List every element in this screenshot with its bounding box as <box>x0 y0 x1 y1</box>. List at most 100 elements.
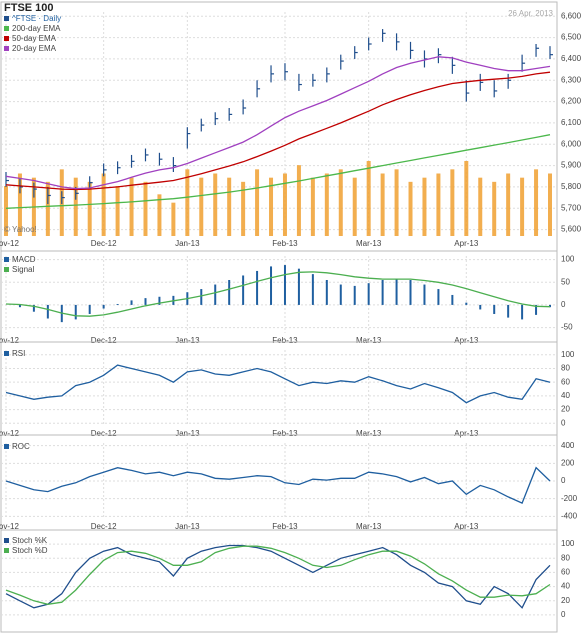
legend-swatch <box>4 548 9 553</box>
x-tick-label: Nov-12 <box>0 522 19 531</box>
volume-bar <box>185 169 190 236</box>
y-tick-label: -200 <box>561 494 578 503</box>
y-tick-label: 60 <box>561 377 570 386</box>
legend-swatch <box>4 351 9 356</box>
y-tick-label: 100 <box>561 539 575 548</box>
x-tick-label: Mar-13 <box>356 239 382 248</box>
legend-swatch <box>4 267 9 272</box>
volume-bar <box>45 181 50 236</box>
legend-label: 20-day EMA <box>12 44 57 53</box>
series-line <box>5 544 551 609</box>
volume-bar <box>87 181 92 236</box>
series-line <box>5 134 551 209</box>
series-line <box>5 545 551 605</box>
volume-bar <box>310 177 315 236</box>
series-line <box>5 271 551 317</box>
x-tick-label: Dec-12 <box>91 239 117 248</box>
legend-swatch <box>4 257 9 262</box>
y-tick-label: 5,800 <box>561 182 582 191</box>
x-tick-label: Dec-12 <box>91 522 117 531</box>
y-tick-label: 40 <box>561 391 570 400</box>
x-tick-label: Jan-13 <box>175 239 200 248</box>
x-tick-label: Nov-12 <box>0 336 19 345</box>
volume-bar <box>506 173 511 236</box>
volume-bar <box>157 194 162 236</box>
y-tick-label: -400 <box>561 511 578 520</box>
volume-bar <box>143 181 148 236</box>
volume-bar <box>73 177 78 236</box>
y-tick-label: -50 <box>561 323 573 332</box>
legend-swatch <box>4 26 9 31</box>
y-tick-label: 50 <box>561 277 570 286</box>
y-tick-label: 20 <box>561 596 570 605</box>
x-tick-label: Mar-13 <box>356 522 382 531</box>
x-tick-label: Feb-13 <box>272 522 298 531</box>
series-line <box>5 71 551 191</box>
panel-frame <box>0 529 558 633</box>
volume-bar <box>129 177 134 236</box>
watermark: © Yahoo! <box>4 225 37 234</box>
volume-bar <box>199 177 204 236</box>
volume-bar <box>534 169 539 236</box>
volume-bar <box>450 169 455 236</box>
subtitle-swatch <box>4 16 9 21</box>
legend-label: 200-day EMA <box>12 24 61 33</box>
volume-bar <box>101 173 106 236</box>
y-tick-label: 80 <box>561 553 570 562</box>
y-tick-label: 6,400 <box>561 54 582 63</box>
volume-bar <box>520 177 525 236</box>
x-tick-label: Apr-13 <box>454 239 479 248</box>
volume-bar <box>213 173 218 236</box>
x-tick-label: Mar-13 <box>356 336 382 345</box>
y-tick-label: 5,600 <box>561 225 582 234</box>
legend-swatch <box>4 36 9 41</box>
y-tick-label: 0 <box>561 476 566 485</box>
volume-bar <box>282 173 287 236</box>
volume-bar <box>227 177 232 236</box>
volume-bar <box>478 177 483 236</box>
x-tick-label: Apr-13 <box>454 336 479 345</box>
volume-bar <box>464 161 469 236</box>
y-tick-label: 6,300 <box>561 75 582 84</box>
x-tick-label: Dec-12 <box>91 429 117 438</box>
legend-label: 50-day EMA <box>12 34 57 43</box>
volume-bar <box>338 169 343 236</box>
legend-swatch <box>4 444 9 449</box>
legend-swatch <box>4 538 9 543</box>
x-tick-label: Apr-13 <box>454 522 479 531</box>
y-tick-label: 400 <box>561 441 575 450</box>
y-tick-label: 6,000 <box>561 139 582 148</box>
x-tick-label: Dec-12 <box>91 336 117 345</box>
y-tick-label: 20 <box>561 405 570 414</box>
legend-label: Stoch %D <box>12 546 48 555</box>
x-tick-label: Apr-13 <box>454 429 479 438</box>
y-tick-label: 6,100 <box>561 118 582 127</box>
x-tick-label: Jan-13 <box>175 336 200 345</box>
volume-bar <box>380 173 385 236</box>
volume-bar <box>255 169 260 236</box>
series-line <box>5 364 551 404</box>
chart-title: FTSE 100 <box>4 2 54 14</box>
y-tick-label: 200 <box>561 458 575 467</box>
x-tick-label: Jan-13 <box>175 522 200 531</box>
legend-label: Signal <box>12 265 34 274</box>
x-tick-label: Nov-12 <box>0 239 19 248</box>
y-tick-label: 6,500 <box>561 33 582 42</box>
volume-bar <box>394 169 399 236</box>
volume-bar <box>4 186 8 236</box>
series-line <box>5 56 551 190</box>
panel-frame <box>0 1 558 252</box>
volume-bar <box>436 173 441 236</box>
x-tick-label: Mar-13 <box>356 429 382 438</box>
x-tick-label: Feb-13 <box>272 239 298 248</box>
legend-label: ROC <box>12 442 30 451</box>
series-line <box>5 466 551 504</box>
y-tick-label: 100 <box>561 255 575 264</box>
y-tick-label: 100 <box>561 350 575 359</box>
x-tick-label: Feb-13 <box>272 429 298 438</box>
volume-bar <box>241 181 246 236</box>
y-tick-label: 80 <box>561 364 570 373</box>
y-tick-label: 5,900 <box>561 161 582 170</box>
volume-bar <box>422 177 427 236</box>
